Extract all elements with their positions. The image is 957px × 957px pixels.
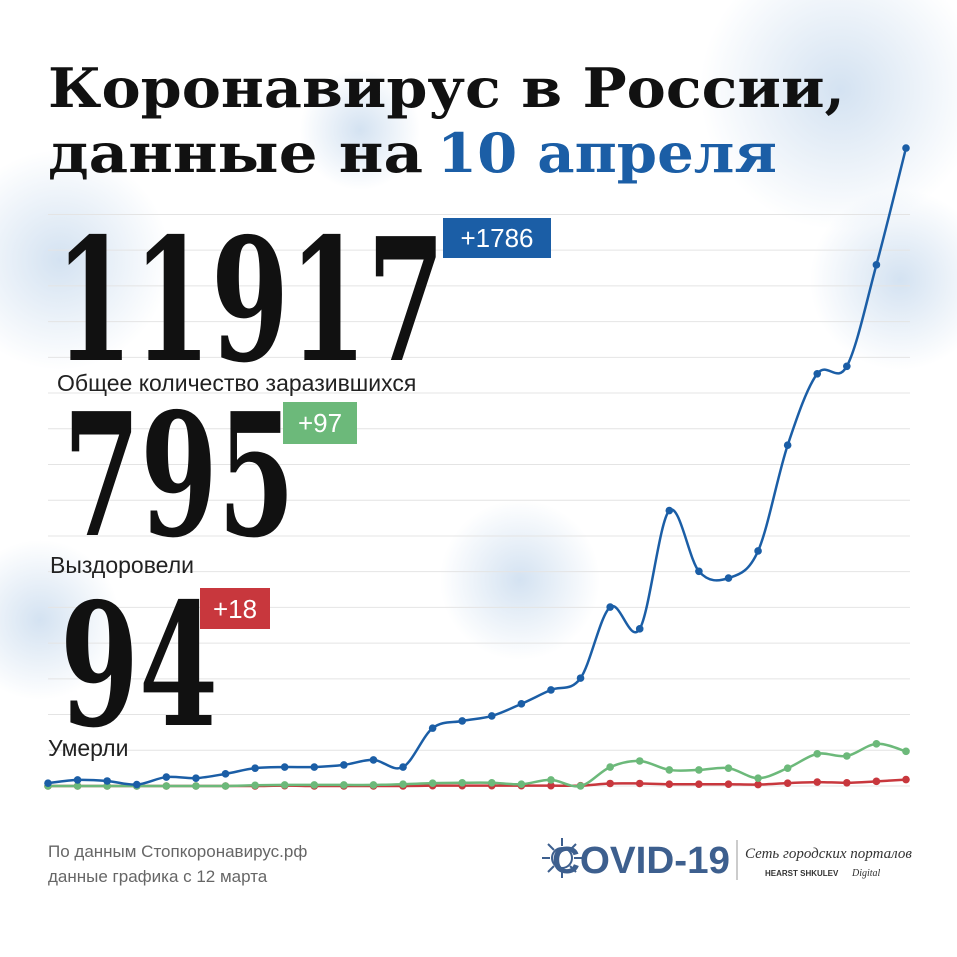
stat-delta: +97 bbox=[298, 408, 342, 438]
data-point bbox=[399, 763, 407, 771]
stat-label: Общее количество заразившихся bbox=[57, 370, 416, 396]
logo-icon bbox=[542, 838, 582, 878]
data-point bbox=[310, 763, 319, 771]
data-point bbox=[428, 779, 437, 787]
data-point bbox=[606, 779, 614, 788]
data-point bbox=[369, 756, 378, 764]
logo-network: Сеть городских порталов bbox=[745, 846, 912, 862]
background-decoration bbox=[0, 0, 957, 700]
stat-value: 11917 bbox=[55, 201, 445, 401]
stat-label: Умерли bbox=[48, 735, 128, 761]
stat-delta: +1786 bbox=[460, 223, 533, 253]
data-point bbox=[606, 763, 614, 771]
data-point bbox=[872, 261, 881, 269]
data-point bbox=[576, 782, 585, 790]
badge bbox=[200, 588, 270, 629]
data-point bbox=[162, 773, 171, 781]
data-point bbox=[487, 778, 496, 787]
logo-brand-suffix: Digital bbox=[851, 868, 881, 879]
data-point bbox=[606, 603, 614, 611]
data-point bbox=[487, 712, 496, 720]
footer-source: По данным Стопкоронавирус.рф bbox=[48, 842, 307, 861]
data-point bbox=[251, 764, 259, 772]
data-point bbox=[73, 776, 82, 784]
data-point bbox=[310, 781, 319, 789]
stat-value: 94 bbox=[60, 566, 218, 766]
data-point bbox=[458, 717, 467, 725]
stat-delta: +18 bbox=[213, 594, 257, 624]
badge bbox=[443, 218, 551, 258]
data-point bbox=[221, 782, 230, 790]
data-point bbox=[547, 776, 555, 784]
data-point bbox=[132, 780, 141, 789]
data-point bbox=[813, 750, 822, 758]
data-point bbox=[872, 740, 881, 748]
data-point bbox=[280, 781, 289, 789]
data-point bbox=[192, 782, 200, 790]
title-date: 10 апреля bbox=[437, 121, 777, 185]
data-point bbox=[754, 774, 762, 782]
logo-name: COVID-19 bbox=[552, 840, 730, 882]
stat-value: 795 bbox=[63, 376, 295, 576]
data-point bbox=[517, 700, 526, 708]
data-point bbox=[695, 780, 703, 789]
data-point bbox=[635, 757, 644, 765]
data-point bbox=[547, 781, 555, 790]
data-point bbox=[635, 625, 644, 633]
data-point bbox=[251, 781, 259, 790]
data-point bbox=[724, 574, 733, 582]
data-point bbox=[695, 766, 703, 774]
data-point bbox=[428, 724, 437, 732]
data-point bbox=[103, 777, 111, 785]
data-point bbox=[813, 778, 822, 786]
data-point bbox=[44, 779, 52, 787]
data-point bbox=[517, 780, 526, 789]
data-point bbox=[665, 780, 674, 789]
data-point bbox=[902, 144, 910, 152]
data-point bbox=[754, 780, 762, 789]
data-point bbox=[73, 782, 82, 790]
title: данные на bbox=[48, 121, 423, 185]
badge bbox=[283, 402, 357, 444]
data-point bbox=[872, 777, 881, 786]
data-point bbox=[369, 781, 378, 789]
data-point bbox=[724, 764, 733, 772]
data-point bbox=[813, 369, 822, 378]
data-point bbox=[843, 752, 851, 760]
data-point bbox=[399, 780, 407, 789]
data-point bbox=[280, 763, 289, 771]
data-point bbox=[192, 774, 200, 782]
chart bbox=[44, 144, 910, 790]
data-point bbox=[576, 674, 585, 682]
data-point bbox=[902, 775, 910, 784]
data-point bbox=[221, 770, 230, 778]
data-point bbox=[547, 686, 555, 694]
data-point bbox=[783, 779, 792, 787]
data-point bbox=[783, 441, 792, 450]
data-point bbox=[724, 780, 733, 789]
data-point bbox=[843, 778, 851, 787]
data-point bbox=[843, 362, 851, 371]
data-point bbox=[754, 547, 762, 555]
data-point bbox=[458, 778, 467, 787]
logo-brand: HEARST SHKULEV bbox=[765, 869, 839, 878]
data-point bbox=[635, 779, 644, 788]
data-point bbox=[783, 764, 792, 772]
data-point bbox=[665, 506, 674, 515]
data-point bbox=[340, 761, 348, 769]
data-point bbox=[695, 567, 703, 576]
title: Коронавирус в России, bbox=[48, 56, 845, 120]
stat-label: Выздоровели bbox=[50, 552, 194, 578]
data-point bbox=[162, 782, 171, 790]
data-point bbox=[340, 781, 348, 789]
data-point bbox=[902, 747, 910, 756]
footer-note: данные графика с 12 марта bbox=[48, 867, 268, 886]
data-point bbox=[665, 766, 674, 774]
